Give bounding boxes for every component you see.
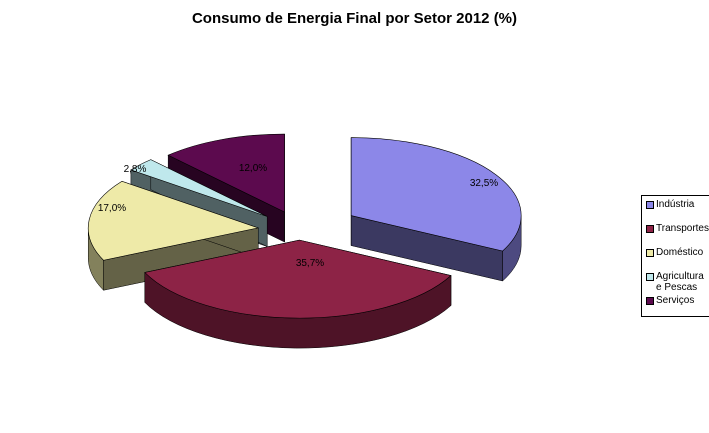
pie-slice-0 [350,137,522,282]
data-label-0: 32,5% [470,178,498,189]
legend-swatch-2 [646,249,654,257]
legend-label-1: Transportes [656,223,709,234]
legend-swatch-3 [646,273,654,281]
legend: Indústria Transportes Doméstico Agricultura… [641,195,709,317]
legend-label-3: Agricultura e Pescas [656,271,704,293]
legend-swatch-1 [646,225,654,233]
pie-slice-1 [144,239,452,349]
data-label-2: 17,0% [98,203,126,214]
legend-label-4: Serviços [656,295,695,306]
legend-item-0: Indústria [646,199,709,223]
data-label-3: 2,8% [124,164,147,175]
legend-swatch-0 [646,201,654,209]
data-label-1: 35,7% [296,258,324,269]
legend-swatch-4 [646,297,654,305]
legend-item-4: Serviços [646,295,709,319]
legend-label-2: Doméstico [656,247,704,258]
legend-item-3: Agricultura e Pescas [646,271,709,295]
data-label-4: 12,0% [239,163,267,174]
chart-title: Consumo de Energia Final por Setor 2012 … [191,10,518,27]
pie-slice-2 [87,180,260,291]
legend-label-0: Indústria [656,199,695,210]
legend-item-2: Doméstico [646,247,709,271]
legend-item-1: Transportes [646,223,709,247]
